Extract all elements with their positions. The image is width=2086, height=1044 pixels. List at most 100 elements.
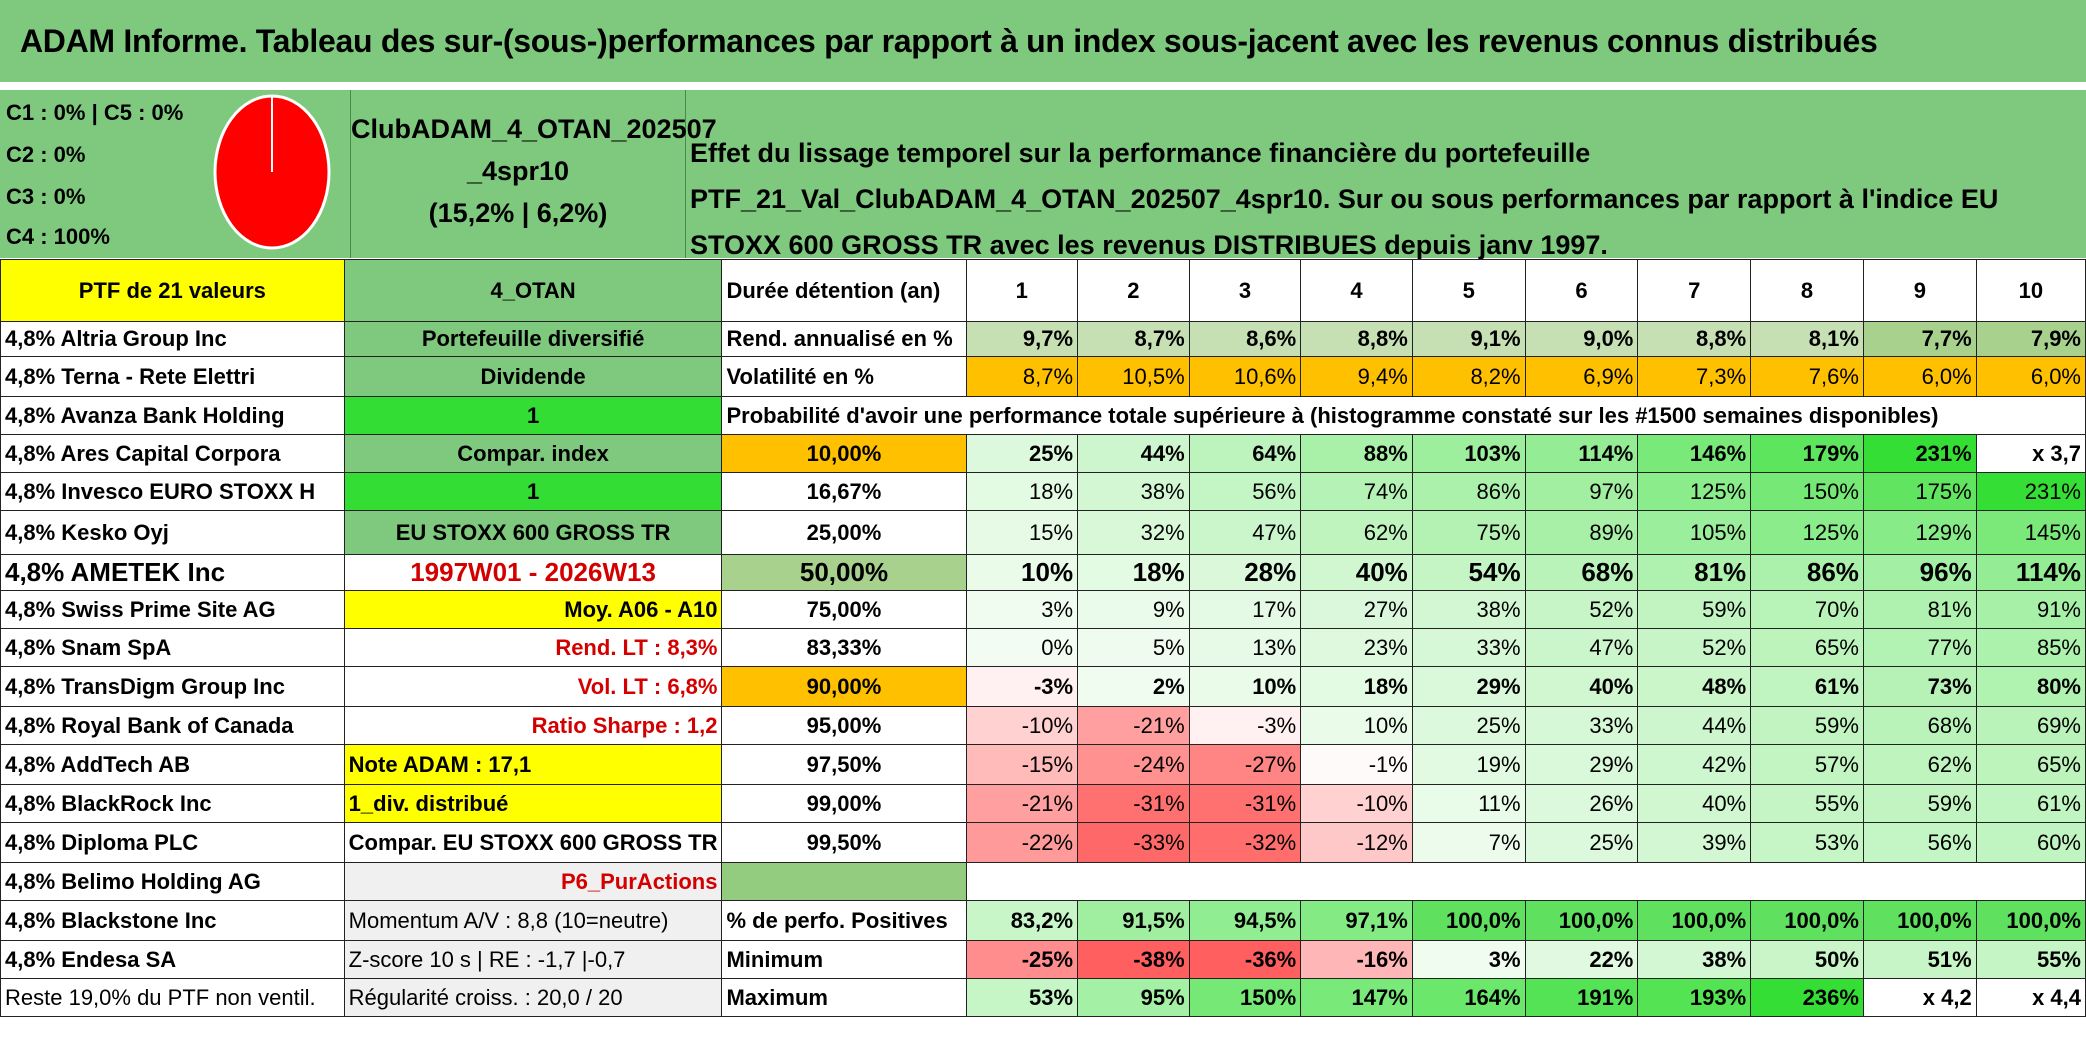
- quantile-value: 53%: [1750, 822, 1864, 863]
- quantile-value: 85%: [1975, 628, 2086, 667]
- stat-value: 164%: [1411, 978, 1526, 1017]
- quantile-value: 10%: [965, 554, 1079, 591]
- quantile-label: 75,00%: [721, 590, 967, 629]
- stat-value: 83,2%: [965, 900, 1079, 941]
- quantile-value: 81%: [1862, 590, 1977, 629]
- description: Effet du lissage temporel sur la perform…: [690, 138, 1999, 260]
- vol-value: 7,6%: [1750, 356, 1864, 397]
- quantile-value: 125%: [1750, 510, 1864, 555]
- year-header: 2: [1077, 259, 1190, 322]
- table-row: 4,8% Blackstone Inc Momentum A/V : 8,8 (1…: [0, 900, 2086, 941]
- quantile-value: 179%: [1750, 434, 1864, 473]
- stat-value: 100,0%: [1524, 900, 1639, 941]
- holding-item: 4,8% Kesko Oyj: [0, 510, 345, 555]
- stat-value: 150%: [1188, 978, 1302, 1017]
- quantile-value: -3%: [965, 666, 1079, 707]
- quantile-value: 60%: [1975, 822, 2086, 863]
- table-row: Reste 19,0% du PTF non ventil. Régularité…: [0, 978, 2086, 1017]
- quantile-value: 18%: [1300, 666, 1413, 707]
- table-row: 4,8% Terna - Rete Elettri Dividende Volati…: [0, 356, 2086, 397]
- table-row: 4,8% BlackRock Inc 1_div. distribué 99,00%…: [0, 784, 2086, 823]
- stat-value: 3%: [1411, 940, 1526, 979]
- stat-value: 38%: [1637, 940, 1752, 979]
- table-row: 4,8% AddTech AB Note ADAM : 17,1 97,50% -15…: [0, 744, 2086, 785]
- quantile-value: 146%: [1637, 434, 1752, 473]
- quantile-value: -10%: [1300, 784, 1413, 823]
- info-cell: Momentum A/V : 8,8 (10=neutre): [343, 900, 723, 941]
- performance-table: PTF de 21 valeurs 4_OTAN Durée détention (…: [0, 259, 2086, 1017]
- quantile-value: 2%: [1077, 666, 1190, 707]
- quantile-value: 42%: [1637, 744, 1752, 785]
- quantile-value: 29%: [1411, 666, 1526, 707]
- quantile-value: 61%: [1975, 784, 2086, 823]
- quantile-value: 86%: [1411, 472, 1526, 511]
- club-panel: ClubADAM_4_OTAN_202507 _4spr10 (15,2% | …: [351, 90, 717, 258]
- info-cell: Moy. A06 - A10: [343, 590, 723, 629]
- quantile-value: 231%: [1975, 472, 2086, 511]
- quantile-value: 11%: [1411, 784, 1526, 823]
- quantile-value: -32%: [1188, 822, 1302, 863]
- vol-label: Volatilité en %: [721, 356, 967, 397]
- stat-value: -38%: [1077, 940, 1190, 979]
- holding-item: 4,8% Avanza Bank Holding: [0, 396, 345, 435]
- stat-value: -16%: [1300, 940, 1413, 979]
- quantile-value: 61%: [1750, 666, 1864, 707]
- year-header: 6: [1524, 259, 1639, 322]
- stat-value: 147%: [1300, 978, 1413, 1017]
- vol-value: 6,0%: [1975, 356, 2086, 397]
- quantile-value: 38%: [1411, 590, 1526, 629]
- quantile-value: 81%: [1637, 554, 1752, 591]
- quantile-value: 114%: [1524, 434, 1639, 473]
- stat-value: 95%: [1077, 978, 1190, 1017]
- table-row: 4,8% Avanza Bank Holding 1 Probabilité d'a…: [0, 396, 2086, 435]
- quantile-value: -21%: [965, 784, 1079, 823]
- quantile-value: 33%: [1411, 628, 1526, 667]
- quantile-value: 40%: [1300, 554, 1413, 591]
- quantile-value: -10%: [965, 706, 1079, 745]
- stat-value: -36%: [1188, 940, 1302, 979]
- vol-value: 8,7%: [965, 356, 1079, 397]
- rend-value: 9,0%: [1524, 321, 1639, 357]
- club-performance: (15,2% | 6,2%): [428, 198, 608, 228]
- quantile-value: -24%: [1077, 744, 1190, 785]
- quantile-value: -3%: [1188, 706, 1302, 745]
- table-row: 4,8% Altria Group Inc Portefeuille divers…: [0, 321, 2086, 357]
- allocation-line: C3 : 0%: [6, 184, 86, 209]
- holding-item: 4,8% Endesa SA: [0, 940, 345, 979]
- holding-item: 4,8% Invesco EURO STOXX H: [0, 472, 345, 511]
- quantile-value: 15%: [965, 510, 1079, 555]
- quantile-value: x 3,7: [1975, 434, 2086, 473]
- quantile-value: 25%: [1524, 822, 1639, 863]
- blank-cell: [721, 862, 967, 901]
- probability-header: Probabilité d'avoir une performance tota…: [721, 396, 2086, 435]
- info-cell: P6_PurActions: [343, 862, 723, 901]
- quantile-value: 68%: [1524, 554, 1639, 591]
- quantile-value: 17%: [1188, 590, 1302, 629]
- stat-value: 236%: [1750, 978, 1864, 1017]
- table-row: 4,8% Snam SpA Rend. LT : 8,3% 83,33% 0% 5% 13…: [0, 628, 2086, 667]
- holding-item: 4,8% Belimo Holding AG: [0, 862, 345, 901]
- rend-value: 7,9%: [1975, 321, 2086, 357]
- year-header: 9: [1862, 259, 1977, 322]
- quantile-value: 96%: [1862, 554, 1977, 591]
- quantile-value: 97%: [1524, 472, 1639, 511]
- rend-value: 9,1%: [1411, 321, 1526, 357]
- vol-value: 7,3%: [1637, 356, 1752, 397]
- quantile-value: 52%: [1637, 628, 1752, 667]
- quantile-value: -15%: [965, 744, 1079, 785]
- stat-value: 100,0%: [1411, 900, 1526, 941]
- quantile-value: 75%: [1411, 510, 1526, 555]
- quantile-label: 10,00%: [721, 434, 967, 473]
- quantile-label: 90,00%: [721, 666, 967, 707]
- info-cell: 1997W01 - 2026W13: [343, 554, 723, 591]
- quantile-label: 99,50%: [721, 822, 967, 863]
- quantile-value: 5%: [1077, 628, 1190, 667]
- quantile-label: 83,33%: [721, 628, 967, 667]
- quantile-value: 62%: [1300, 510, 1413, 555]
- quantile-value: 7%: [1411, 822, 1526, 863]
- report-title: ADAM Informe. Tableau des sur-(sous-)per…: [20, 22, 1878, 59]
- quantile-value: -33%: [1077, 822, 1190, 863]
- stat-label: Minimum: [721, 940, 967, 979]
- vol-value: 6,9%: [1524, 356, 1639, 397]
- quantile-label: 99,00%: [721, 784, 967, 823]
